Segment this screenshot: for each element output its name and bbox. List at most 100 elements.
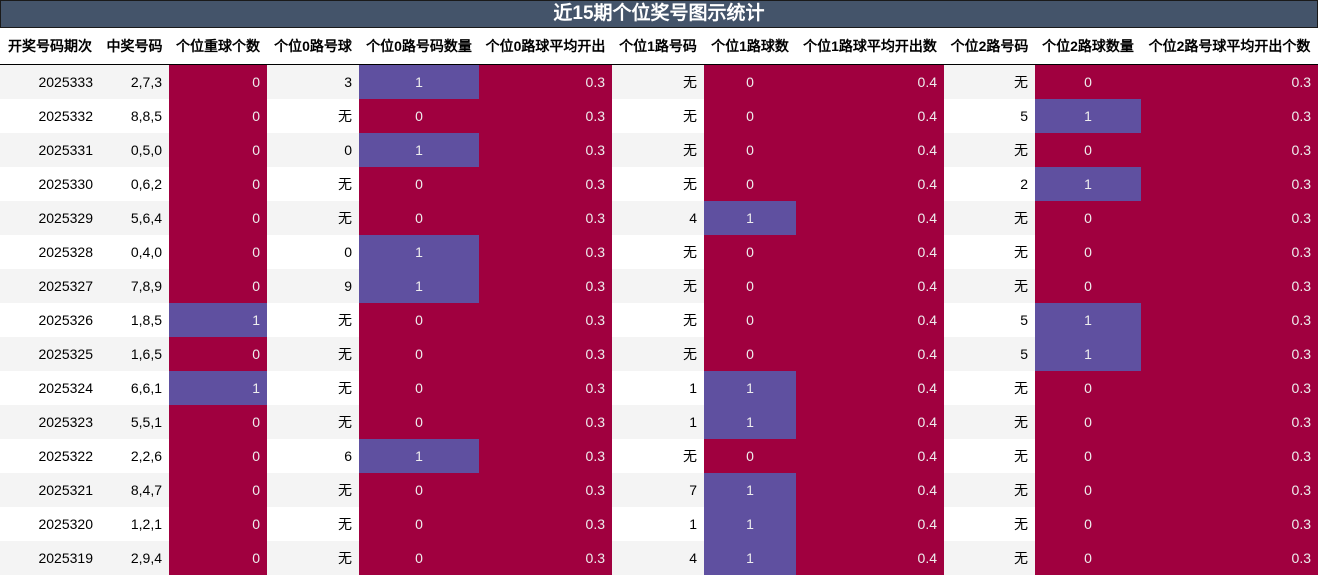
table-cell[interactable]: 0.4 (796, 166, 944, 201)
table-cell[interactable]: 5 (944, 302, 1035, 337)
table-cell[interactable]: 0 (359, 404, 479, 439)
table-cell[interactable]: 0.4 (796, 336, 944, 371)
table-cell[interactable]: 无 (944, 268, 1035, 303)
table-cell[interactable]: 6,6,1 (100, 370, 169, 405)
table-cell[interactable]: 0 (704, 132, 796, 167)
table-cell[interactable]: 1,2,1 (100, 506, 169, 541)
table-cell[interactable]: 无 (944, 200, 1035, 235)
table-cell[interactable]: 0 (169, 64, 267, 99)
table-cell[interactable]: 无 (267, 472, 359, 507)
table-cell[interactable]: 2025333 (0, 64, 100, 99)
table-cell[interactable]: 2025327 (0, 268, 100, 303)
table-cell[interactable]: 0 (169, 234, 267, 269)
table-cell[interactable]: 0 (169, 404, 267, 439)
table-cell[interactable]: 0 (1035, 370, 1141, 405)
table-cell[interactable]: 0 (169, 268, 267, 303)
table-cell[interactable]: 1 (359, 438, 479, 473)
table-cell[interactable]: 0.4 (796, 404, 944, 439)
table-cell[interactable]: 无 (944, 64, 1035, 99)
table-cell[interactable]: 5 (944, 98, 1035, 133)
table-cell[interactable]: 0 (1035, 472, 1141, 507)
table-cell[interactable]: 无 (612, 336, 704, 371)
table-cell[interactable]: 无 (612, 302, 704, 337)
table-cell[interactable]: 1 (169, 370, 267, 405)
table-cell[interactable]: 0.3 (479, 370, 612, 405)
table-cell[interactable]: 无 (267, 336, 359, 371)
table-cell[interactable]: 1 (704, 506, 796, 541)
table-cell[interactable]: 0 (704, 234, 796, 269)
table-cell[interactable]: 1 (1035, 336, 1141, 371)
table-cell[interactable]: 0 (1035, 404, 1141, 439)
table-cell[interactable]: 0 (704, 166, 796, 201)
table-cell[interactable]: 无 (612, 64, 704, 99)
table-cell[interactable]: 无 (267, 404, 359, 439)
table-cell[interactable]: 0 (359, 166, 479, 201)
table-cell[interactable]: 2025321 (0, 472, 100, 507)
table-cell[interactable]: 无 (612, 234, 704, 269)
table-cell[interactable]: 1 (169, 302, 267, 337)
table-cell[interactable]: 0.3 (1141, 200, 1318, 235)
table-cell[interactable]: 0.3 (479, 234, 612, 269)
table-cell[interactable]: 3 (267, 64, 359, 99)
table-cell[interactable]: 无 (612, 98, 704, 133)
table-cell[interactable]: 0 (359, 370, 479, 405)
table-cell[interactable]: 0.3 (479, 336, 612, 371)
table-cell[interactable]: 7 (612, 472, 704, 507)
table-cell[interactable]: 无 (612, 438, 704, 473)
table-cell[interactable]: 无 (944, 540, 1035, 575)
table-cell[interactable]: 0.3 (479, 404, 612, 439)
table-cell[interactable]: 无 (267, 370, 359, 405)
table-cell[interactable]: 1 (1035, 302, 1141, 337)
table-cell[interactable]: 1,6,5 (100, 336, 169, 371)
table-cell[interactable]: 无 (267, 200, 359, 235)
table-cell[interactable]: 2025324 (0, 370, 100, 405)
table-cell[interactable]: 8,8,5 (100, 98, 169, 133)
table-cell[interactable]: 6 (267, 438, 359, 473)
table-cell[interactable]: 2025320 (0, 506, 100, 541)
table-cell[interactable]: 无 (267, 540, 359, 575)
table-cell[interactable]: 1 (704, 472, 796, 507)
table-cell[interactable]: 0 (169, 200, 267, 235)
table-cell[interactable]: 2025325 (0, 336, 100, 371)
table-cell[interactable]: 0.3 (1141, 336, 1318, 371)
table-cell[interactable]: 无 (612, 268, 704, 303)
table-cell[interactable]: 2025326 (0, 302, 100, 337)
table-cell[interactable]: 0.4 (796, 268, 944, 303)
table-cell[interactable]: 0 (359, 336, 479, 371)
table-cell[interactable]: 0 (1035, 64, 1141, 99)
table-cell[interactable]: 4 (612, 200, 704, 235)
table-cell[interactable]: 0.3 (1141, 540, 1318, 575)
column-header[interactable]: 个位重球个数 (169, 28, 267, 65)
table-cell[interactable]: 0,6,2 (100, 166, 169, 201)
table-cell[interactable]: 0.4 (796, 370, 944, 405)
table-cell[interactable]: 8,4,7 (100, 472, 169, 507)
column-header[interactable]: 个位1路球数 (704, 28, 796, 65)
table-cell[interactable]: 0.3 (479, 166, 612, 201)
table-cell[interactable]: 1 (612, 404, 704, 439)
table-cell[interactable]: 2,2,6 (100, 438, 169, 473)
column-header[interactable]: 个位0路号球 (267, 28, 359, 65)
table-cell[interactable]: 5,5,1 (100, 404, 169, 439)
table-cell[interactable]: 9 (267, 268, 359, 303)
table-cell[interactable]: 0.3 (479, 472, 612, 507)
column-header[interactable]: 个位1路球平均开出数 (796, 28, 944, 65)
table-cell[interactable]: 0.3 (1141, 506, 1318, 541)
table-cell[interactable]: 无 (267, 166, 359, 201)
table-cell[interactable]: 0 (1035, 540, 1141, 575)
table-cell[interactable]: 1 (359, 132, 479, 167)
table-cell[interactable]: 0 (169, 438, 267, 473)
table-cell[interactable]: 0 (169, 98, 267, 133)
table-cell[interactable]: 无 (267, 506, 359, 541)
table-cell[interactable]: 0 (1035, 200, 1141, 235)
table-cell[interactable]: 0.3 (479, 200, 612, 235)
column-header[interactable]: 个位2路号球平均开出个数 (1141, 28, 1318, 65)
table-cell[interactable]: 2,7,3 (100, 64, 169, 99)
column-header[interactable]: 个位2路号码 (944, 28, 1035, 65)
table-cell[interactable]: 无 (944, 472, 1035, 507)
table-cell[interactable]: 0 (704, 98, 796, 133)
table-cell[interactable]: 0.3 (1141, 132, 1318, 167)
column-header[interactable]: 个位0路球平均开出 (479, 28, 612, 65)
table-cell[interactable]: 0 (267, 234, 359, 269)
column-header[interactable]: 个位1路号码 (612, 28, 704, 65)
table-cell[interactable]: 0 (704, 268, 796, 303)
